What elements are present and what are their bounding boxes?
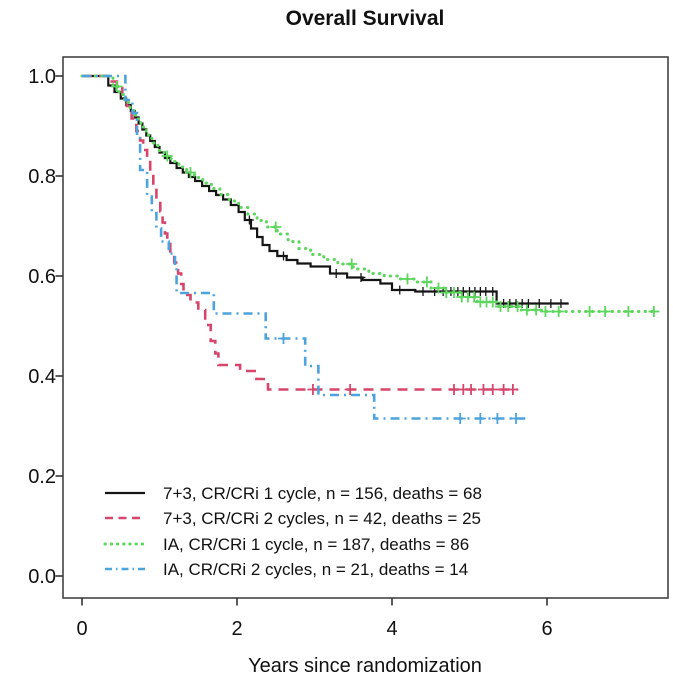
censor-mark xyxy=(488,287,498,296)
censor-mark xyxy=(523,299,533,308)
censor-mark xyxy=(622,306,634,317)
censor-mark xyxy=(418,287,428,296)
censor-mark xyxy=(539,306,551,317)
censor-mark xyxy=(421,276,433,288)
censor-mark xyxy=(448,384,460,395)
plot-area-border xyxy=(62,56,669,599)
censor-mark xyxy=(648,306,660,317)
y-tick-label: 0.0 xyxy=(28,566,56,588)
censor-mark xyxy=(454,413,466,424)
legend-label: IA, CR/CRi 2 cycles, n = 21, deaths = 14 xyxy=(163,560,468,579)
censor-mark xyxy=(498,384,510,395)
x-axis: 0 2 4 6 xyxy=(76,618,552,640)
censor-mark xyxy=(279,251,288,261)
censor-mark xyxy=(448,287,460,298)
censor-mark xyxy=(278,333,289,344)
y-tick-label: 1.0 xyxy=(28,66,56,88)
legend-label: 7+3, CR/CRi 1 cycle, n = 156, deaths = 6… xyxy=(163,484,482,503)
km-curve-IA-1cyc xyxy=(80,74,659,313)
censor-mark xyxy=(512,301,524,312)
censor-mark xyxy=(546,299,556,308)
censor-mark xyxy=(510,413,522,424)
x-axis-label: Years since randomization xyxy=(248,655,482,677)
censor-mark xyxy=(487,296,499,308)
km-curve-7plus3-2cyc xyxy=(82,74,518,391)
censor-mark xyxy=(530,304,542,316)
censor-mark xyxy=(599,306,611,317)
km-curve-IA-2cyc xyxy=(82,74,526,420)
censor-mark xyxy=(356,273,366,282)
x-tick-label: 2 xyxy=(231,618,242,640)
censor-mark xyxy=(553,306,565,317)
censor-mark xyxy=(185,167,196,178)
censor-mark xyxy=(344,384,356,395)
x-tick-label: 6 xyxy=(541,618,552,640)
y-tick-label: 0.6 xyxy=(28,266,56,288)
censor-mark xyxy=(507,384,519,395)
censor-mark xyxy=(477,384,489,395)
legend-label: 7+3, CR/CRi 2 cycles, n = 42, deaths = 2… xyxy=(163,509,481,528)
legend-label: IA, CR/CRi 1 cycle, n = 187, deaths = 86 xyxy=(163,535,469,554)
censor-mark xyxy=(584,306,596,317)
y-tick-label: 0.8 xyxy=(28,166,56,188)
censor-mark xyxy=(474,413,486,424)
survival-curves xyxy=(80,74,660,424)
censor-mark xyxy=(402,273,413,285)
y-axis: 1.0 0.8 0.6 0.4 0.2 0.0 xyxy=(28,66,56,588)
y-tick-label: 0.2 xyxy=(28,466,56,488)
censor-mark xyxy=(111,81,123,92)
censor-mark xyxy=(244,215,254,225)
censor-mark xyxy=(346,258,358,270)
censor-mark xyxy=(556,299,566,308)
x-tick-label: 0 xyxy=(76,618,87,640)
censor-mark xyxy=(433,282,444,294)
censor-mark xyxy=(491,413,503,424)
censor-mark xyxy=(502,301,514,312)
censor-mark xyxy=(521,304,533,316)
censor-mark xyxy=(307,384,319,395)
censor-mark xyxy=(465,384,477,395)
censor-mark xyxy=(395,285,405,295)
y-tick-label: 0.4 xyxy=(28,366,56,388)
censor-mark xyxy=(487,384,499,395)
censor-mark xyxy=(331,269,341,278)
censor-mark xyxy=(270,221,282,233)
censor-mark xyxy=(468,291,480,303)
censor-mark xyxy=(534,299,544,308)
axis-ticks xyxy=(55,75,548,606)
censor-mark xyxy=(161,150,173,162)
legend: 7+3, CR/CRi 1 cycle, n = 156, deaths = 6… xyxy=(103,484,482,579)
x-tick-label: 4 xyxy=(386,618,397,640)
chart-title: Overall Survival xyxy=(286,7,445,30)
km-curve-7plus3-1cyc xyxy=(82,74,569,305)
